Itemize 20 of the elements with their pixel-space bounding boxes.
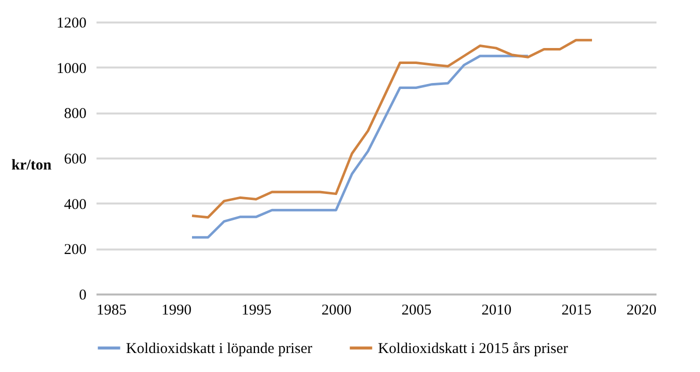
y-tick-label: 1000 bbox=[56, 60, 86, 77]
y-tick-label: 800 bbox=[64, 106, 86, 122]
x-tick-label: 1990 bbox=[162, 302, 192, 318]
y-tick-label: 200 bbox=[64, 242, 86, 258]
y-axis-title: kr/ton bbox=[11, 158, 52, 174]
line-series bbox=[190, 54, 530, 239]
legend-label: Koldioxidskatt i 2015 års priser bbox=[378, 341, 568, 357]
y-tick-label: 400 bbox=[64, 196, 86, 213]
legend-label: Koldioxidskatt i löpande priser bbox=[126, 341, 312, 357]
x-tick-label: 2005 bbox=[402, 302, 432, 318]
x-tick-label: 2020 bbox=[626, 302, 656, 318]
y-tick-label: 1200 bbox=[56, 16, 86, 32]
line-series bbox=[190, 38, 594, 219]
x-tick-label: 2000 bbox=[322, 302, 352, 318]
y-tick-label: 0 bbox=[79, 288, 86, 304]
y-tick-label: 600 bbox=[64, 152, 86, 168]
x-tick-label: 2010 bbox=[482, 302, 512, 318]
x-tick-label: 1985 bbox=[96, 302, 126, 318]
x-tick-label: 2015 bbox=[562, 302, 592, 318]
x-tick-label: 1995 bbox=[242, 302, 272, 318]
